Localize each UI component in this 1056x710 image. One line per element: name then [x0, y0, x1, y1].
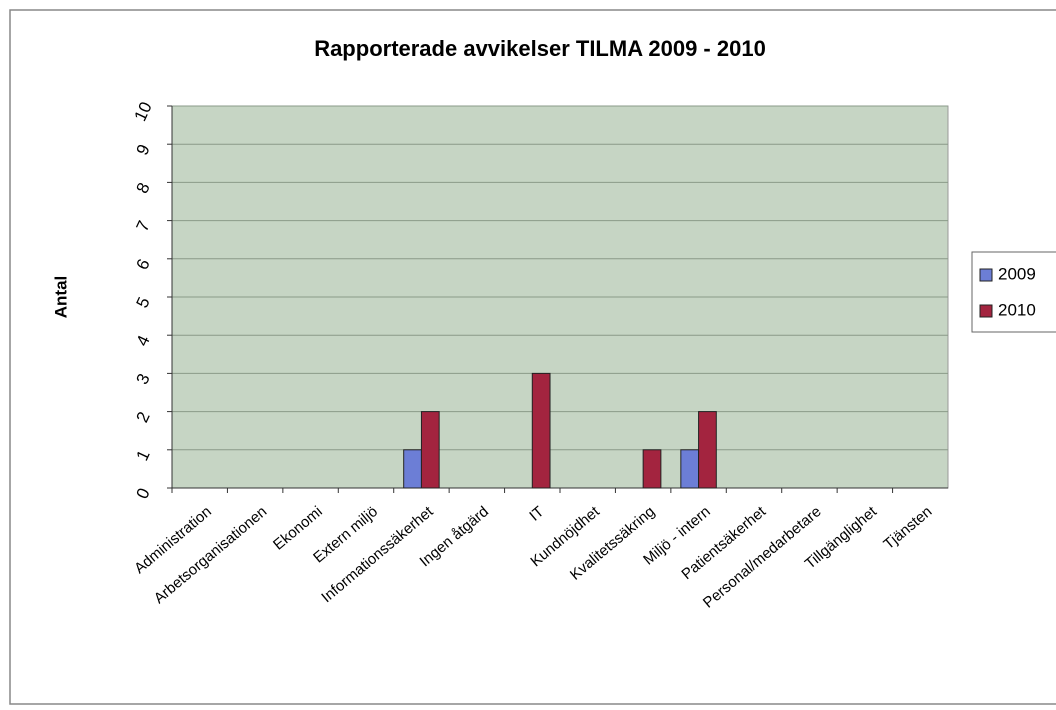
bar — [698, 411, 717, 489]
legend — [971, 251, 1056, 333]
bar — [680, 449, 700, 489]
bar — [420, 411, 440, 489]
legend-swatch — [979, 268, 993, 282]
bar — [403, 449, 422, 489]
legend-swatch — [979, 304, 993, 318]
legend-label: 2009 — [998, 264, 1036, 283]
chart-title: Rapporterade avvikelser TILMA 2009 - 201… — [314, 36, 766, 61]
legend-label: 2010 — [998, 300, 1036, 319]
y-axis-label: Antal — [51, 276, 70, 319]
bar — [642, 449, 662, 489]
bar — [531, 372, 551, 489]
